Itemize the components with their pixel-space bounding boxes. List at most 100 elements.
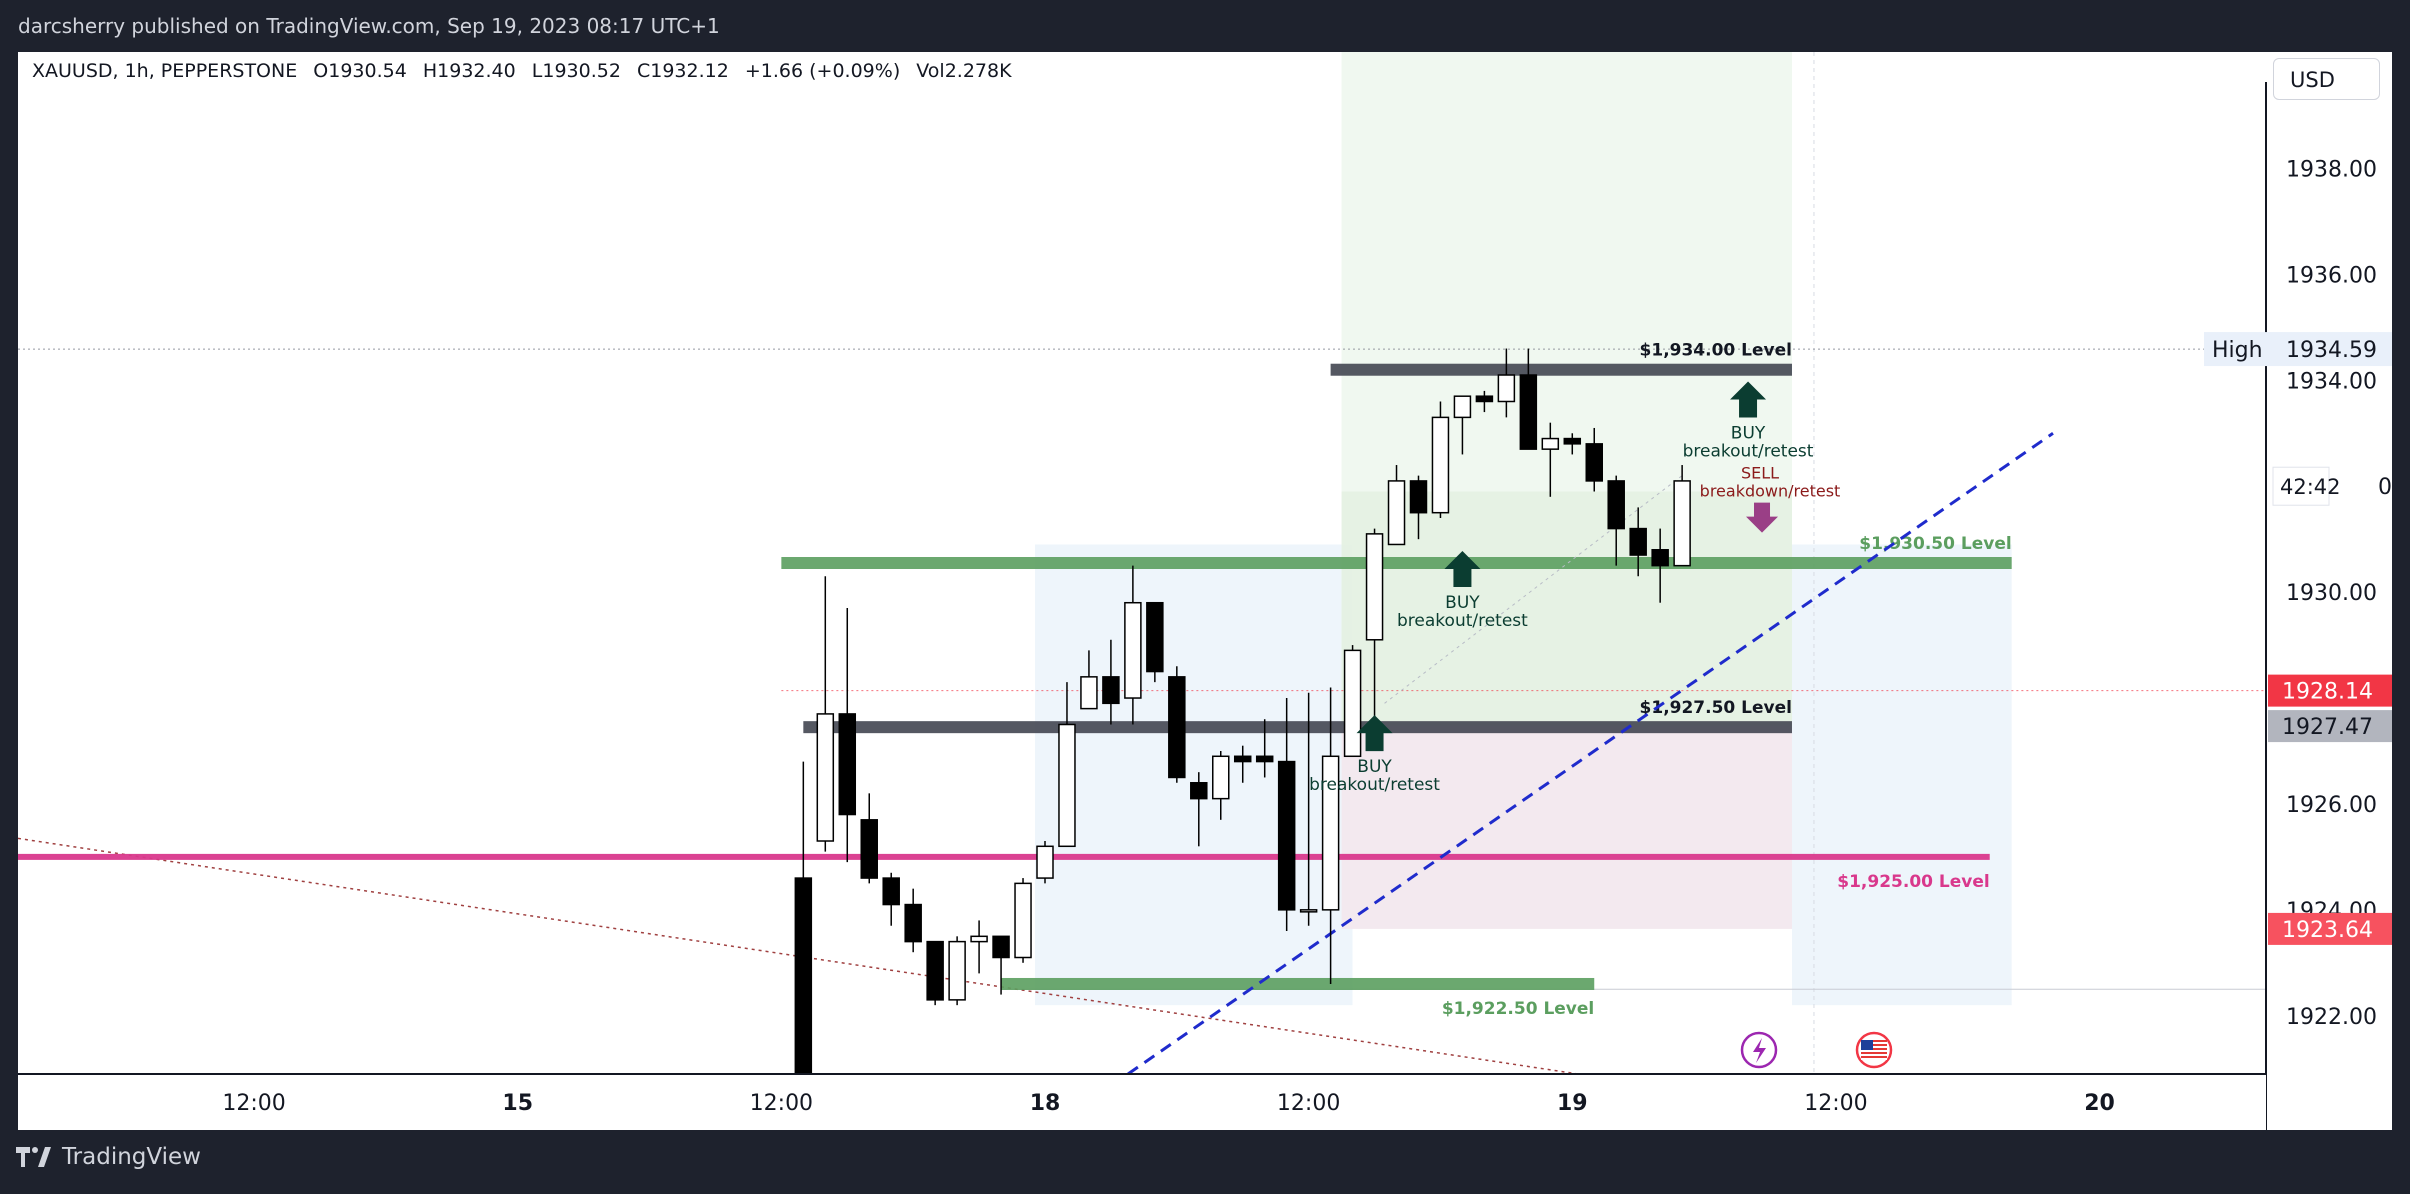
- candle-body-34: [1541, 437, 1560, 450]
- tradingview-logo-icon: [16, 1147, 51, 1167]
- legend-close: C1932.12: [636, 60, 729, 82]
- buy-arrow-icon: [1444, 550, 1481, 587]
- level-label-2: $1,927.50 Level: [1640, 698, 1792, 718]
- buy-label: BUY: [1731, 423, 1766, 443]
- brand-name: TradingView: [62, 1144, 201, 1170]
- candle-body-13: [1080, 676, 1098, 710]
- candle-body-2: [838, 713, 857, 816]
- candle-body-9: [992, 935, 1010, 959]
- price-badge-current: [2268, 674, 2392, 707]
- level-label-4: $1,922.50 Level: [1442, 999, 1594, 1019]
- time-tick-label: 15: [502, 1091, 533, 1116]
- candle-body-8: [970, 935, 988, 943]
- high-label-bg: [2204, 332, 2392, 367]
- legend-symbol[interactable]: XAUUSD, 1h, PEPPERSTONE: [32, 60, 298, 82]
- lightning-icon: [1753, 1038, 1766, 1063]
- price-tick-label: 1922.00: [2286, 1005, 2377, 1030]
- high-price-value: 1934.59: [2286, 338, 2377, 363]
- us-flag-event-icon: [1855, 1031, 1893, 1069]
- candle-body-21: [1255, 755, 1274, 763]
- candle-body-19: [1212, 755, 1230, 800]
- candle-body-18: [1190, 782, 1208, 800]
- countdown-bg: [2272, 466, 2330, 506]
- level-line-2: [803, 721, 1792, 734]
- time-tick-label: 12:00: [222, 1091, 285, 1116]
- level-line-4: [1001, 977, 1595, 990]
- price-badge-stop: [2268, 912, 2392, 945]
- candle-body-0: [794, 877, 813, 1075]
- time-tick-label: 20: [2084, 1091, 2115, 1116]
- level-line-0: [1330, 363, 1792, 376]
- price-badge-text-stop: 1923.64: [2282, 918, 2373, 943]
- candle-body-26: [1365, 533, 1384, 641]
- level-line-1: [781, 557, 2012, 569]
- time-axis-bg: [18, 1074, 2266, 1130]
- currency-button[interactable]: USD: [2273, 58, 2380, 100]
- time-tick-label: 19: [1557, 1091, 1588, 1116]
- candle-body-27: [1387, 480, 1406, 546]
- earnings-event-icon: [1740, 1031, 1778, 1069]
- candle-body-10: [1014, 882, 1032, 959]
- sell-sublabel: breakdown/retest: [1700, 482, 1841, 501]
- long-position-profit-fill: [1341, 491, 1792, 727]
- countdown-timer: 42:42: [2280, 475, 2341, 499]
- publisher-bar: darcsherry published on TradingView.com,…: [0, 0, 2410, 52]
- candle-body-28: [1409, 480, 1428, 514]
- candle-body-25: [1343, 649, 1362, 758]
- price-tick-partial: 0: [2378, 475, 2392, 500]
- level-label-1: $1,930.50 Level: [1859, 534, 2011, 554]
- price-badge-level: [2268, 710, 2392, 743]
- candle-body-37: [1607, 480, 1625, 530]
- flag-stripe: [1861, 1040, 1887, 1042]
- candle-body-23: [1299, 909, 1318, 913]
- price-chart[interactable]: $1,934.00 Level $1,930.50 Level $1,927.50 …: [18, 52, 2392, 1130]
- time-tick-label: 12:00: [1804, 1091, 1867, 1116]
- long-position-stop-zone: [1341, 726, 1792, 929]
- buy-sublabel: breakout/retest: [1397, 611, 1528, 631]
- candle-body-15: [1124, 601, 1142, 699]
- buy-label: BUY: [1357, 757, 1392, 777]
- sell-label: SELL: [1741, 464, 1779, 483]
- symbol-legend: XAUUSD, 1h, PEPPERSTONE O1930.54 H1932.4…: [32, 60, 1022, 82]
- candle-body-12: [1058, 723, 1076, 848]
- price-tick-label: 1930.00: [2286, 581, 2377, 606]
- legend-open: O1930.54: [313, 60, 407, 82]
- buy-label: BUY: [1445, 593, 1480, 613]
- candle-body-33: [1519, 374, 1538, 450]
- candle-body-4: [882, 877, 900, 906]
- tradingview-logo[interactable]: TradingView: [16, 1144, 201, 1170]
- flag-stripe: [1861, 1056, 1887, 1058]
- price-scale: 1922.001924.001926.001930.001934.001936.…: [2204, 52, 2392, 1130]
- level-label-3: $1,925.00 Level: [1837, 872, 1989, 892]
- candle-body-31: [1475, 395, 1494, 403]
- candle-body-7: [948, 940, 966, 1001]
- publisher-text: darcsherry published on TradingView.com,…: [18, 14, 720, 38]
- time-tick-label: 12:00: [750, 1091, 813, 1116]
- candle-body-3: [860, 819, 878, 879]
- candle-body-29: [1431, 416, 1450, 514]
- high-label-text: High: [2212, 338, 2263, 363]
- price-tick-label: 1934.00: [2286, 369, 2377, 394]
- candle-body-17: [1168, 676, 1186, 779]
- candle-body-36: [1585, 443, 1603, 482]
- buy-sublabel: breakout/retest: [1309, 775, 1440, 795]
- sell-arrow-icon: [1746, 502, 1779, 533]
- time-axis: 12:00 15 12:00 18 12:00 19 12:00 20: [18, 1073, 2266, 1130]
- price-badge-text-current: 1928.14: [2282, 680, 2373, 705]
- candle-body-11: [1036, 845, 1054, 879]
- candles-group: [794, 348, 1691, 1090]
- chart-pane[interactable]: $1,934.00 Level $1,930.50 Level $1,927.50 …: [18, 52, 2392, 1130]
- price-badge-text-level: 1927.47: [2282, 715, 2373, 740]
- legend-high: H1932.40: [422, 60, 516, 82]
- buy-sublabel: breakout/retest: [1683, 441, 1814, 461]
- footer-bar: TradingView: [0, 1130, 2410, 1194]
- candle-body-5: [904, 903, 922, 943]
- flag-stripe: [1861, 1048, 1887, 1050]
- candle-body-16: [1146, 601, 1164, 673]
- buy-arrow-icon: [1356, 715, 1393, 752]
- level-line-3: [18, 853, 1990, 860]
- buy-arrow-icon: [1730, 381, 1767, 418]
